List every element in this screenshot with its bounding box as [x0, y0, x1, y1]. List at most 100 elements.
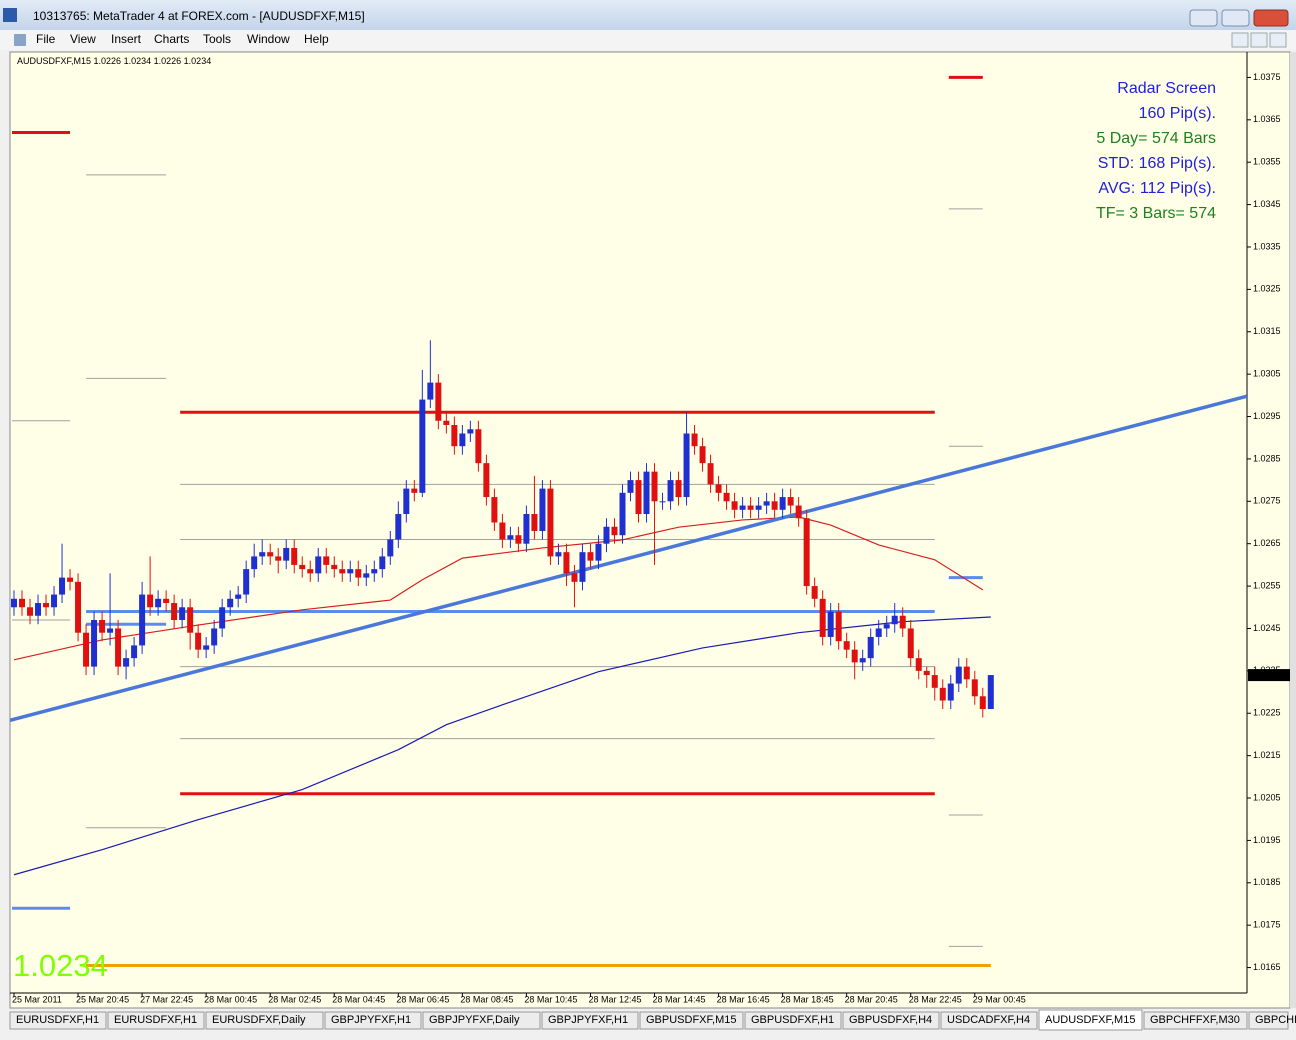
close-button[interactable] — [1253, 9, 1289, 27]
y-tick-label: 1.0265 — [1253, 538, 1281, 548]
x-tick-label: 28 Mar 14:45 — [653, 994, 706, 1004]
candle-body — [803, 518, 810, 587]
tab-label[interactable]: GBPUSDFXF,H1 — [751, 1014, 834, 1026]
tab-label[interactable]: GBPJPYFXF,H1 — [548, 1014, 628, 1026]
y-tick-label: 1.0355 — [1253, 157, 1281, 167]
candle-body — [427, 382, 434, 400]
menu-item[interactable]: Tools — [203, 32, 231, 46]
tab[interactable] — [744, 1011, 842, 1030]
candle-body — [307, 569, 314, 574]
tab-label[interactable]: EURUSDFXF,H1 — [16, 1014, 99, 1026]
tab-label[interactable]: AUDUSDFXF,M15 — [1045, 1014, 1135, 1026]
chart-info: AUDUSDFXF,M15 1.0226 1.0234 1.0226 1.023… — [17, 56, 211, 66]
candle-body — [507, 535, 514, 540]
tab[interactable] — [1038, 1009, 1143, 1031]
y-tick-label: 1.0315 — [1253, 326, 1281, 336]
restore-button[interactable] — [1221, 9, 1250, 27]
candle-body — [867, 636, 874, 659]
y-tick-label: 1.0345 — [1253, 199, 1281, 209]
info-close: 1.0234 — [184, 56, 212, 66]
y-tick-label: 1.0295 — [1253, 411, 1281, 421]
x-tick-label: 28 Mar 12:45 — [588, 994, 641, 1004]
y-tick-label: 1.0215 — [1253, 750, 1281, 760]
candle-body — [123, 658, 130, 667]
candle-body — [699, 446, 706, 464]
candle-body — [619, 492, 626, 536]
tab[interactable] — [9, 1011, 107, 1030]
tab[interactable] — [422, 1011, 541, 1030]
candle-body — [35, 603, 42, 616]
tab[interactable] — [1143, 1011, 1248, 1030]
tab-label[interactable]: GBPJPYFXF,H1 — [331, 1014, 411, 1026]
mdi-close[interactable] — [1269, 32, 1287, 48]
x-tick-label: 28 Mar 06:45 — [396, 994, 449, 1004]
x-tick-label: 28 Mar 22:45 — [909, 994, 962, 1004]
candle-body — [467, 429, 474, 434]
x-tick-label: 28 Mar 10:45 — [524, 994, 577, 1004]
tab-label[interactable]: USDCADFXF,H4 — [947, 1014, 1030, 1026]
minimize-button[interactable] — [1189, 9, 1218, 27]
candle-body — [787, 497, 794, 506]
tab-label[interactable]: GBPJPYFXF,Daily — [429, 1014, 520, 1026]
plot-area — [10, 75, 1247, 967]
menu-item[interactable]: Insert — [111, 32, 142, 46]
tab[interactable] — [1248, 1011, 1289, 1030]
candle-body — [371, 569, 378, 574]
candle-body — [875, 628, 882, 637]
candle-body — [203, 645, 210, 650]
tab[interactable] — [107, 1011, 205, 1030]
menu-item[interactable]: Window — [247, 32, 290, 46]
y-tick-label: 1.0255 — [1253, 580, 1281, 590]
radar-text: AVG: 112 Pip(s). — [1098, 180, 1216, 197]
candle-body — [115, 628, 122, 667]
tab[interactable] — [842, 1011, 940, 1030]
candle-body — [227, 598, 234, 608]
tab[interactable] — [639, 1011, 744, 1030]
candle-body — [43, 603, 50, 608]
tab-label[interactable]: GBPUSDFXF,M15 — [646, 1014, 736, 1026]
candle-body — [107, 628, 114, 633]
mdi-min[interactable] — [1231, 32, 1249, 48]
candle-body — [707, 463, 714, 485]
candle-body — [723, 492, 730, 502]
tab-label[interactable]: GBPUSDFXF,H4 — [849, 1014, 932, 1026]
tab-label[interactable]: EURUSDFXF,H1 — [114, 1014, 197, 1026]
chart-area — [9, 51, 1291, 1009]
candle-body — [179, 607, 186, 620]
candle-body — [771, 501, 778, 510]
window-title: 10313765: MetaTrader 4 at FOREX.com - [A… — [33, 9, 365, 23]
candle-body — [955, 666, 962, 684]
tab[interactable] — [205, 1011, 324, 1030]
candle-body — [435, 382, 442, 421]
candle-body — [355, 569, 362, 578]
candle-body — [779, 497, 786, 510]
x-tick-label: 25 Mar 2011 — [12, 994, 62, 1004]
candle-body — [291, 547, 298, 565]
candle-body — [675, 480, 682, 498]
candle-body — [531, 514, 538, 531]
candle-body — [627, 480, 634, 493]
tab-label[interactable]: EURUSDFXF,Daily — [212, 1014, 306, 1026]
candle-body — [643, 471, 650, 515]
tab[interactable] — [541, 1011, 639, 1030]
tab[interactable] — [940, 1011, 1038, 1030]
candle-body — [235, 594, 242, 599]
candle-body — [99, 619, 106, 633]
y-tick-label: 1.0335 — [1253, 241, 1281, 251]
candle-body — [251, 556, 258, 570]
candle-body — [523, 514, 530, 544]
candle-body — [475, 429, 482, 464]
y-tick-label: 1.0165 — [1253, 962, 1281, 972]
tab-label[interactable]: GBPCHFFXF,M30 — [1150, 1014, 1240, 1026]
tab-label[interactable]: GBPCHF — [1255, 1014, 1296, 1026]
menu-item[interactable]: File — [36, 32, 56, 46]
candle-body — [363, 573, 370, 578]
menu-item[interactable]: Help — [304, 32, 329, 46]
tab[interactable] — [324, 1011, 422, 1030]
menu-item[interactable]: View — [70, 32, 96, 46]
candle-body — [651, 471, 658, 502]
mdi-restore[interactable] — [1250, 32, 1268, 48]
menu-item[interactable]: Charts — [154, 32, 189, 46]
candle-body — [195, 632, 202, 650]
y-tick-label: 1.0275 — [1253, 496, 1281, 506]
